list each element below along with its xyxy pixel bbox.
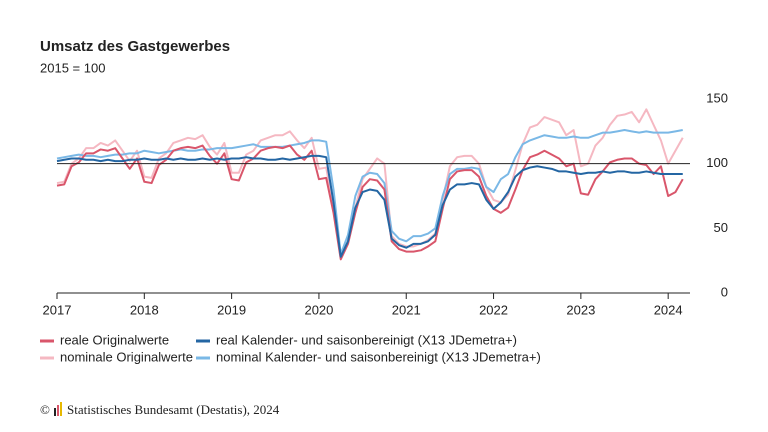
legend-label: nominal Kalender- und saisonbereinigt (X… (216, 349, 541, 364)
x-tick-label: 2018 (130, 302, 159, 317)
chart-title: Umsatz des Gastgewerbes (40, 38, 230, 55)
x-tick-label: 2024 (654, 302, 683, 317)
x-tick-label: 2020 (304, 302, 333, 317)
series-line (56, 108, 684, 260)
x-tick-label: 2021 (392, 302, 421, 317)
legend-label: reale Originalwerte (60, 332, 169, 347)
x-tick-label: 2023 (566, 302, 595, 317)
x-tick-label: 2022 (479, 302, 508, 317)
series-line (56, 129, 683, 256)
legend-label: real Kalender- und saisonbereinigt (X13 … (216, 332, 517, 347)
y-tick-label: 50 (714, 220, 728, 235)
y-tick-label: 0 (721, 284, 728, 299)
series-line (56, 154, 683, 258)
copyright: © (40, 402, 50, 417)
x-tick-label: 2017 (43, 302, 72, 317)
x-tick-label: 2019 (217, 302, 246, 317)
source: Statistisches Bundesamt (Destatis), 2024 (67, 402, 280, 417)
chart-subtitle: 2015 = 100 (40, 60, 105, 75)
y-tick-label: 150 (706, 90, 728, 105)
source-icon (54, 402, 62, 416)
legend-label: nominale Originalwerte (60, 349, 193, 364)
y-tick-label: 100 (706, 155, 728, 170)
